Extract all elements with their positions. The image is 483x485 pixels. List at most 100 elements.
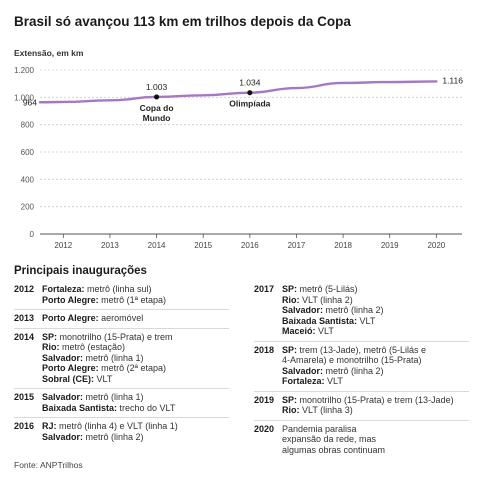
inauguration-row: 2020 Pandemia paralisa expansão da rede, m…: [254, 421, 469, 460]
inauguration-line: Salvador: metrô (linha 2): [282, 366, 469, 377]
y-tick-label: 400: [21, 175, 35, 184]
project-description: VLT (linha 2): [299, 294, 353, 305]
project-description: aeromóvel: [98, 313, 144, 323]
project-description: trem (13-Jade), metrô (5-Lilás e: [297, 344, 427, 355]
y-tick-label: 800: [21, 121, 35, 130]
city-label: Porto Alegre:: [42, 313, 99, 323]
city-label: Salvador:: [282, 305, 324, 315]
city-label: Baixada Santista:: [282, 315, 358, 326]
data-label: 964: [23, 97, 37, 107]
data-point: [62, 101, 64, 103]
inauguration-line: Rio: VLT (linha 2): [282, 295, 469, 306]
inauguration-line: expansão da rede, mas: [282, 434, 469, 445]
project-description: metrô (1ª etapa): [98, 294, 167, 305]
inaugurations-title: Principais inaugurações: [14, 265, 147, 277]
project-description: metrô (linha 2): [323, 305, 384, 315]
project-description: metrô (linha 1): [83, 352, 144, 363]
event-annotation: Olimpíada: [229, 99, 270, 109]
data-point: [342, 82, 344, 84]
city-label: Salvador:: [282, 365, 324, 376]
x-tick-label: 2020: [427, 241, 445, 250]
annotation-dot: [247, 90, 253, 96]
city-label: Rio:: [42, 342, 60, 352]
city-label: Rio:: [282, 405, 300, 415]
inauguration-year: 2017: [254, 284, 275, 294]
city-label: Porto Alegre:: [42, 363, 99, 373]
y-tick-label: 1.000: [14, 93, 35, 102]
inauguration-line: algumas obras continuam: [282, 445, 469, 456]
city-label: Fortaleza:: [282, 376, 325, 386]
data-point: [435, 80, 437, 82]
x-tick-label: 2018: [334, 241, 352, 250]
data-point: [389, 81, 391, 83]
project-description: metrô (2ª etapa): [98, 363, 167, 373]
inauguration-line: Salvador: metrô (linha 1): [42, 353, 229, 364]
city-label: Maceió:: [282, 326, 316, 336]
inauguration-row: 2018 SP: trem (13-Jade), metrô (5-Lilás e…: [254, 342, 469, 392]
inauguration-year: 2016: [14, 421, 35, 431]
data-point: [109, 99, 111, 101]
city-label: RJ:: [42, 421, 57, 431]
city-label: SP:: [282, 344, 298, 355]
x-tick-label: 2012: [54, 241, 72, 250]
x-tick-label: 2017: [288, 241, 306, 250]
y-tick-label: 0: [30, 230, 35, 239]
inauguration-line: Porto Alegre: metrô (1ª etapa): [42, 295, 229, 306]
series-line: [38, 80, 438, 104]
inaugurations-left-column: 2012 Fortaleza: metrô (linha sul) Porto Al…: [14, 281, 229, 446]
x-tick-label: 2013: [101, 241, 119, 250]
inauguration-year: 2020: [254, 423, 275, 434]
y-tick-label: 1.200: [14, 66, 35, 75]
inauguration-line: Rio: VLT (linha 3): [282, 405, 469, 416]
y-tick-label: 200: [21, 203, 35, 212]
inauguration-year: 2013: [14, 313, 35, 323]
city-label: Salvador:: [42, 392, 84, 402]
data-label: 1.116: [442, 75, 463, 85]
inauguration-row: 2013 Porto Alegre: aeromóvel: [14, 310, 229, 329]
city-label: Baixada Santista:: [42, 402, 118, 413]
chart-title: Brasil só avançou 113 km em trilhos depo…: [14, 14, 351, 29]
project-description: VLT (linha 3): [299, 405, 353, 415]
project-description: VLT: [315, 326, 334, 336]
inauguration-line: Salvador: metrô (linha 2): [282, 305, 469, 316]
data-point: [39, 101, 41, 103]
inauguration-line: Baixada Santista: trecho do VLT: [42, 403, 229, 414]
project-description: VLT: [94, 373, 113, 384]
inauguration-line: Sobral (CE): VLT: [42, 374, 229, 385]
project-description: 4-Amarela) e monotrilho (15-Prata): [282, 355, 422, 365]
inauguration-year: 2018: [254, 344, 275, 355]
inaugurations-right-column: 2017 SP: metrô (5-Lilás) Rio: VLT (linha 2…: [254, 281, 469, 459]
x-tick-label: 2019: [381, 241, 399, 250]
x-tick-label: 2014: [148, 241, 166, 250]
inauguration-line: SP: monotrilho (15-Prata) e trem: [42, 332, 229, 343]
inauguration-row: 2017 SP: metrô (5-Lilás) Rio: VLT (linha 2…: [254, 281, 469, 342]
city-label: Sobral (CE):: [42, 373, 95, 384]
city-label: Salvador:: [42, 431, 84, 442]
project-description: metrô (estação): [59, 342, 126, 352]
y-axis-label: Extensão, em km: [14, 48, 84, 58]
city-label: Fortaleza:: [42, 284, 85, 294]
inauguration-line: Fortaleza: metrô (linha sul): [42, 284, 229, 295]
inauguration-line: RJ: metrô (linha 4) e VLT (linha 1): [42, 421, 229, 432]
inauguration-year: 2014: [14, 331, 35, 342]
city-label: Salvador:: [42, 352, 84, 363]
city-label: SP:: [282, 394, 298, 405]
inauguration-line: SP: monotrilho (15-Prata) e trem (13-Jad…: [282, 395, 469, 406]
x-tick-label: 2015: [194, 241, 212, 250]
inauguration-line: SP: metrô (5-Lilás): [282, 284, 469, 295]
data-point: [295, 87, 297, 89]
x-tick-label: 2016: [241, 241, 259, 250]
inauguration-row: 2015 Salvador: metrô (linha 1) Baixada San…: [14, 389, 229, 418]
source-note: Fonte: ANPTrilhos: [14, 460, 83, 470]
project-description: metrô (5-Lilás): [297, 284, 358, 294]
inauguration-row: 2016 RJ: metrô (linha 4) e VLT (linha 1) S…: [14, 418, 229, 446]
inauguration-row: 2019 SP: monotrilho (15-Prata) e trem (13…: [254, 392, 469, 421]
inauguration-year: 2015: [14, 392, 35, 402]
data-point: [202, 94, 204, 96]
project-description: metrô (linha 1): [83, 392, 144, 402]
city-label: SP:: [282, 284, 298, 294]
y-tick-label: 600: [21, 148, 35, 157]
project-description: trecho do VLT: [117, 402, 176, 413]
inauguration-line: SP: trem (13-Jade), metrô (5-Lilás e: [282, 345, 469, 356]
inauguration-line: 4-Amarela) e monotrilho (15-Prata): [282, 355, 469, 366]
